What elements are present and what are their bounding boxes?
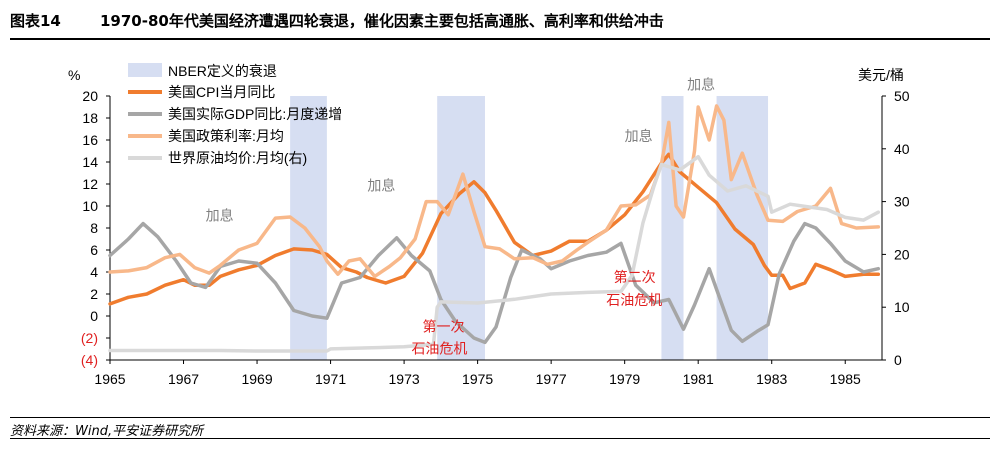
legend-label: 美国实际GDP同比:月度递增: [168, 106, 342, 122]
legend-label: NBER定义的衰退: [168, 63, 277, 79]
annotation-label: 第二次: [614, 269, 656, 285]
x-tick-label: 1977: [536, 371, 567, 387]
series-line-3: [108, 154, 881, 353]
left-tick-label: 12: [82, 176, 98, 192]
annotation-label: 石油危机: [411, 340, 467, 356]
legend-label: 世界原油均价:月均(右): [168, 150, 307, 166]
x-tick-label: 1971: [315, 371, 346, 387]
left-tick-label: 2: [90, 286, 98, 302]
chart-area: (4) (2) 0 2 4 6 8 10 12 14 16 18 20% 0 10 20 30 40 50 美元/桶 1…: [68, 63, 910, 387]
right-tick-label: 30: [894, 194, 910, 210]
x-tick-label: 1965: [94, 371, 125, 387]
annotation-label: 加息: [367, 178, 395, 194]
left-tick-label: 0: [90, 308, 98, 324]
left-axis-unit: %: [68, 67, 80, 83]
legend-swatch-recession: [128, 63, 162, 77]
x-tick-label: 1973: [389, 371, 420, 387]
annotation-label: 加息: [625, 128, 653, 144]
footer-rule-bottom: [10, 438, 990, 439]
right-tick-label: 0: [894, 352, 902, 368]
chart-axes: (4) (2) 0 2 4 6 8 10 12 14 16 18 20% 0 10 20 30 40 50 美元/桶 1…: [68, 67, 910, 387]
header-rule: [10, 38, 990, 40]
series-line-1: [108, 221, 881, 345]
right-tick-label: 10: [894, 299, 910, 315]
x-tick-label: 1981: [683, 371, 714, 387]
series-line-0: [108, 152, 881, 306]
left-tick-label: (4): [81, 352, 98, 368]
left-tick-label: 6: [90, 242, 98, 258]
right-tick-label: 50: [894, 88, 910, 104]
legend-label: 美国政策利率:月均: [168, 128, 284, 144]
left-tick-label: 8: [90, 220, 98, 236]
x-tick-label: 1969: [241, 371, 272, 387]
series-line-2: [108, 104, 881, 279]
chart-series: [108, 104, 881, 353]
figure-header: 图表14 1970-80年代美国经济遭遇四轮衰退，催化因素主要包括高通胀、高利率…: [10, 6, 990, 34]
recession-band: [661, 96, 684, 360]
legend-label: 美国CPI当月同比: [168, 84, 275, 100]
x-tick-label: 1985: [830, 371, 861, 387]
annotation-label: 第一次: [422, 318, 464, 334]
x-tick-label: 1967: [168, 371, 199, 387]
recession-band: [290, 96, 327, 360]
left-tick-label: 14: [82, 154, 98, 170]
left-tick-label: 4: [90, 264, 98, 280]
left-tick-label: 10: [82, 198, 98, 214]
left-tick-label: 18: [82, 110, 98, 126]
annotation-label: 加息: [206, 207, 234, 223]
chart-legend: NBER定义的衰退美国CPI当月同比美国实际GDP同比:月度递增美国政策利率:月…: [128, 63, 342, 166]
figure-label: 图表14: [10, 12, 61, 30]
x-tick-label: 1983: [756, 371, 787, 387]
chart-title: 1970-80年代美国经济遭遇四轮衰退，催化因素主要包括高通胀、高利率和供给冲击: [100, 12, 664, 30]
recession-band: [437, 96, 485, 360]
left-tick-label: 16: [82, 132, 98, 148]
right-tick-label: 20: [894, 246, 910, 262]
annotation-label: 石油危机: [606, 292, 662, 308]
source-note: 资料来源：Wind,平安证券研究所: [10, 424, 204, 439]
left-tick-label: 20: [82, 88, 98, 104]
x-tick-label: 1979: [609, 371, 640, 387]
right-axis-unit: 美元/桶: [858, 67, 904, 83]
x-tick-label: 1975: [462, 371, 493, 387]
left-tick-label: (2): [81, 330, 98, 346]
footer-rule-top: [10, 417, 990, 418]
annotation-label: 加息: [687, 76, 715, 92]
right-tick-label: 40: [894, 141, 910, 157]
